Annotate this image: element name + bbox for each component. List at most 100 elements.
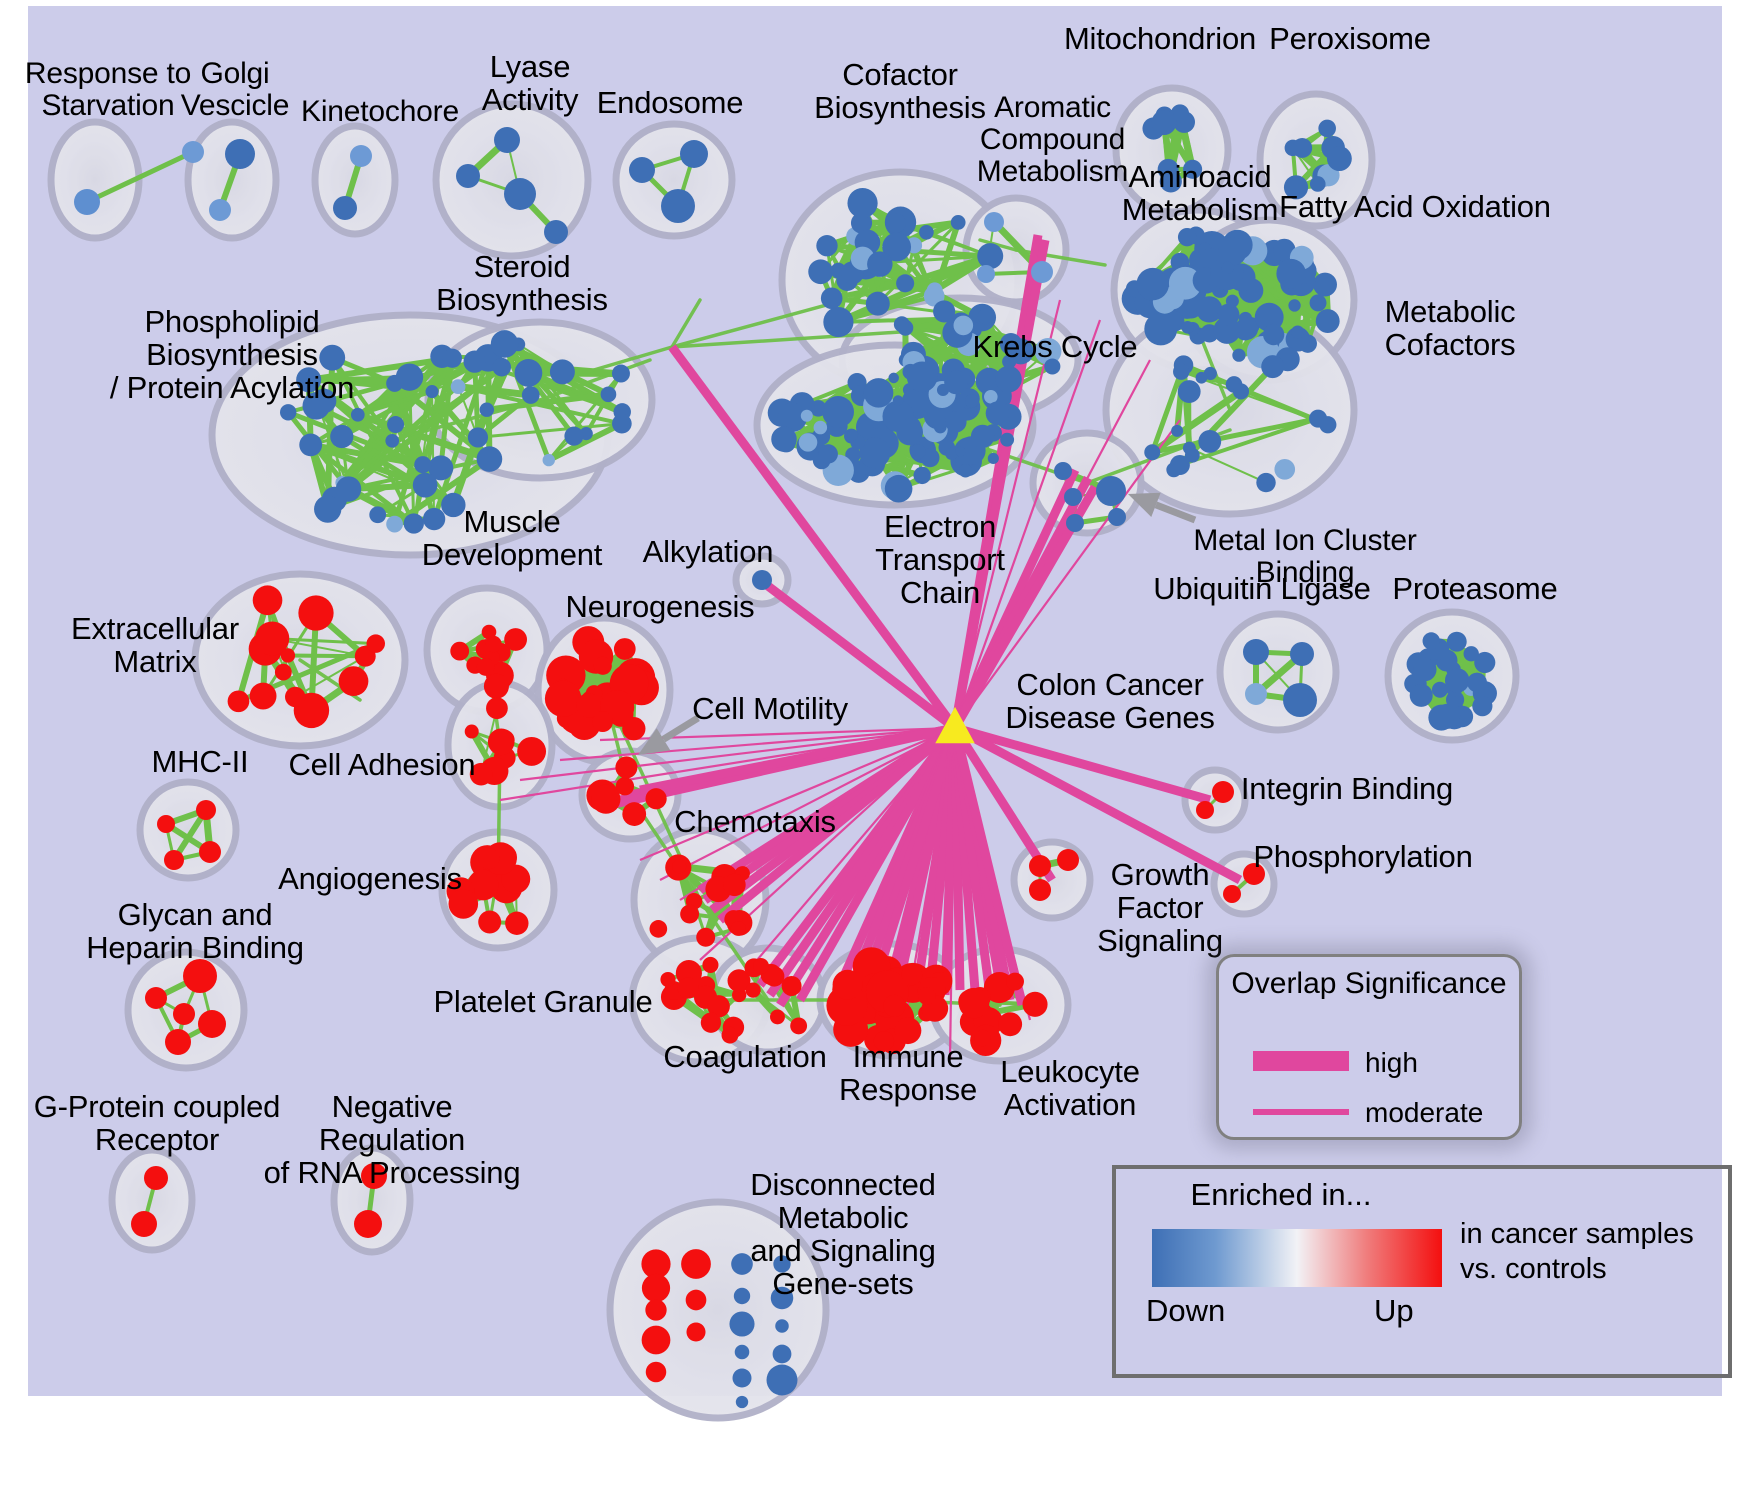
gene-set-node[interactable] <box>770 1286 794 1310</box>
gene-set-node[interactable] <box>781 975 802 996</box>
gene-set-node[interactable] <box>680 140 708 168</box>
gene-set-node[interactable] <box>385 433 400 448</box>
gene-set-node[interactable] <box>481 624 497 640</box>
gene-set-node[interactable] <box>422 507 446 531</box>
gene-set-node[interactable] <box>517 736 547 766</box>
gene-set-node[interactable] <box>645 1361 667 1383</box>
gene-set-node[interactable] <box>593 656 612 675</box>
gene-set-node[interactable] <box>469 762 493 786</box>
gene-set-node[interactable] <box>335 476 362 502</box>
gene-set-node[interactable] <box>492 357 512 377</box>
gene-set-node[interactable] <box>770 1009 785 1025</box>
gene-set-node[interactable] <box>1173 363 1190 380</box>
gene-set-node[interactable] <box>1472 696 1493 717</box>
gene-set-node[interactable] <box>485 635 502 653</box>
gene-set-node[interactable] <box>863 378 894 408</box>
gene-set-node[interactable] <box>464 724 479 739</box>
gene-set-node[interactable] <box>641 1325 671 1355</box>
gene-set-node[interactable] <box>672 859 687 874</box>
gene-set-node[interactable] <box>985 401 1010 426</box>
gene-set-node[interactable] <box>1054 462 1072 480</box>
gene-set-node[interactable] <box>865 291 890 316</box>
gene-set-node[interactable] <box>798 433 818 452</box>
gene-set-node[interactable] <box>1136 267 1169 301</box>
gene-set-node[interactable] <box>386 515 403 533</box>
gene-set-node[interactable] <box>1463 646 1479 662</box>
gene-set-node[interactable] <box>731 1253 753 1275</box>
gene-set-node[interactable] <box>505 911 529 935</box>
gene-set-node[interactable] <box>576 693 602 718</box>
gene-set-node[interactable] <box>1000 432 1015 447</box>
gene-set-node[interactable] <box>425 385 439 399</box>
gene-set-node[interactable] <box>845 447 861 463</box>
gene-set-node[interactable] <box>1274 459 1296 480</box>
gene-set-node[interactable] <box>199 841 221 863</box>
gene-set-node[interactable] <box>622 802 647 826</box>
gene-set-node[interactable] <box>330 424 354 449</box>
gene-set-node[interactable] <box>660 971 676 988</box>
gene-set-node[interactable] <box>974 1029 991 1047</box>
gene-set-node[interactable] <box>1276 258 1306 289</box>
gene-set-node[interactable] <box>1291 325 1305 339</box>
gene-set-node[interactable] <box>1044 358 1061 375</box>
gene-set-node[interactable] <box>1319 416 1337 434</box>
gene-set-node[interactable] <box>1108 508 1126 526</box>
cluster-bubble-lyase-activity[interactable] <box>432 100 592 260</box>
gene-set-node[interactable] <box>661 189 695 223</box>
gene-set-node[interactable] <box>1168 266 1202 300</box>
gene-set-node[interactable] <box>919 224 934 240</box>
gene-set-node[interactable] <box>1232 348 1246 362</box>
gene-set-node[interactable] <box>984 389 998 404</box>
gene-set-node[interactable] <box>977 243 1004 270</box>
gene-set-node[interactable] <box>1212 781 1234 803</box>
gene-set-node[interactable] <box>476 658 495 676</box>
gene-set-node[interactable] <box>766 1364 798 1396</box>
gene-set-node[interactable] <box>859 437 891 469</box>
gene-set-node[interactable] <box>1434 703 1461 729</box>
gene-set-node[interactable] <box>428 455 454 481</box>
gene-set-node[interactable] <box>521 386 540 404</box>
gene-set-node[interactable] <box>479 402 495 417</box>
gene-set-node[interactable] <box>733 1287 751 1305</box>
gene-set-node[interactable] <box>885 213 906 234</box>
gene-set-node[interactable] <box>494 127 520 153</box>
gene-set-node[interactable] <box>873 1031 895 1052</box>
gene-set-node[interactable] <box>1181 320 1194 334</box>
gene-set-node[interactable] <box>612 413 632 434</box>
gene-set-node[interactable] <box>1283 683 1317 717</box>
gene-set-node[interactable] <box>478 910 502 934</box>
gene-set-node[interactable] <box>361 1163 387 1189</box>
gene-set-node[interactable] <box>1446 631 1467 652</box>
gene-set-node[interactable] <box>897 319 914 336</box>
gene-set-node[interactable] <box>74 189 100 215</box>
gene-set-node[interactable] <box>958 987 990 1019</box>
gene-set-node[interactable] <box>883 994 906 1017</box>
gene-set-node[interactable] <box>611 364 630 383</box>
gene-set-node[interactable] <box>700 1012 722 1033</box>
gene-set-node[interactable] <box>1196 801 1214 819</box>
gene-set-node[interactable] <box>544 220 568 244</box>
gene-set-node[interactable] <box>504 628 528 651</box>
gene-set-node[interactable] <box>953 315 974 336</box>
gene-set-node[interactable] <box>850 212 873 234</box>
gene-set-node[interactable] <box>1444 668 1470 693</box>
gene-set-node[interactable] <box>450 641 470 661</box>
gene-set-node[interactable] <box>1169 455 1190 476</box>
gene-set-node[interactable] <box>906 361 938 393</box>
gene-set-node[interactable] <box>745 982 761 998</box>
gene-set-node[interactable] <box>1232 383 1250 400</box>
gene-set-node[interactable] <box>685 1289 707 1311</box>
gene-set-node[interactable] <box>467 427 489 448</box>
gene-set-node[interactable] <box>613 638 636 660</box>
gene-set-node[interactable] <box>249 682 277 710</box>
gene-set-node[interactable] <box>274 663 292 681</box>
gene-set-node[interactable] <box>945 447 958 460</box>
gene-set-node[interactable] <box>894 1017 922 1045</box>
gene-set-node[interactable] <box>681 1249 711 1279</box>
gene-set-node[interactable] <box>965 394 979 408</box>
gene-set-node[interactable] <box>1467 672 1487 693</box>
gene-set-node[interactable] <box>1292 137 1313 158</box>
gene-set-node[interactable] <box>450 379 466 395</box>
gene-set-node[interactable] <box>790 1017 808 1035</box>
gene-set-node[interactable] <box>490 330 519 358</box>
